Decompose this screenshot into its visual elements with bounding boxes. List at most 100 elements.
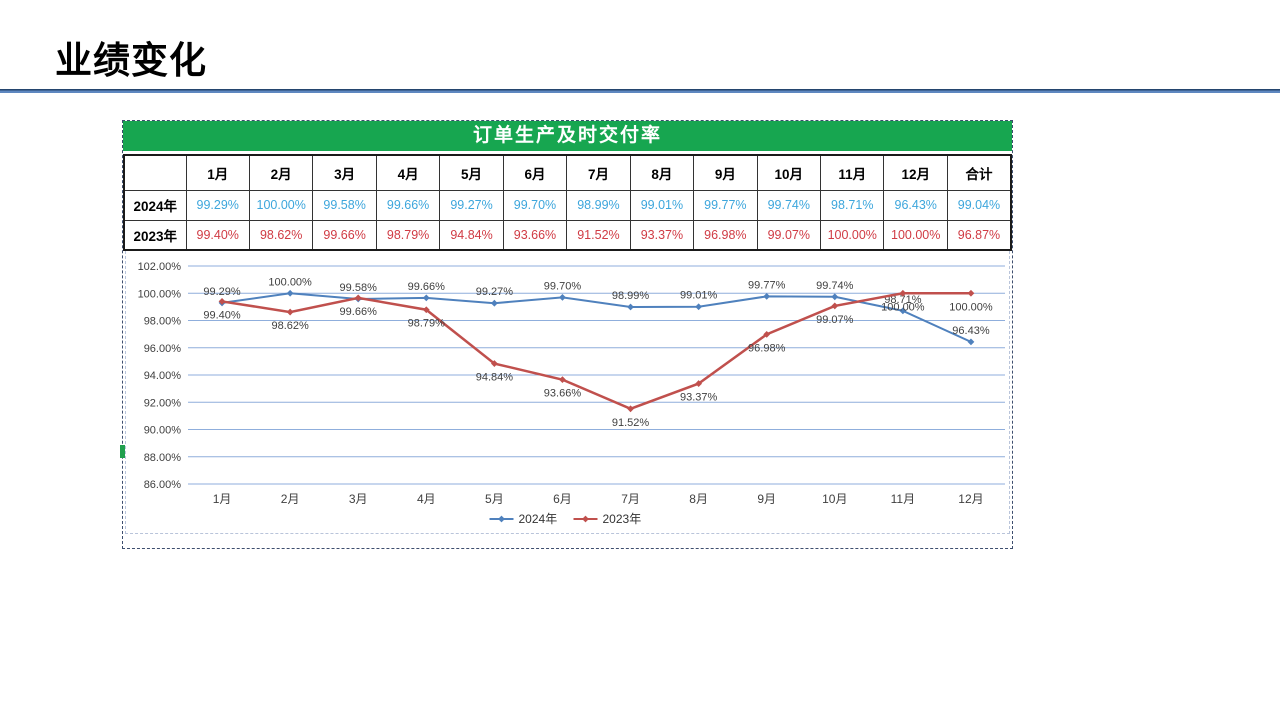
table-cell: 99.29%	[185, 189, 250, 221]
data-point-marker	[490, 360, 498, 367]
row-header: 2024年	[123, 189, 187, 221]
report-panel[interactable]: 订单生产及时交付率 1月 2月 3月 4月 5月 6月 7月 8月 9月 10月 11月 12月 合计 …	[120, 120, 1013, 549]
x-tick-label: 8月	[689, 492, 708, 506]
y-tick-label: 94.00%	[144, 370, 182, 382]
data-point-marker	[695, 380, 703, 387]
data-label: 99.40%	[203, 309, 241, 321]
data-point-marker	[354, 294, 362, 302]
data-label: 98.99%	[612, 290, 650, 302]
column-header: 10月	[756, 154, 822, 191]
data-point-marker	[559, 293, 566, 301]
gridlines	[188, 265, 1005, 485]
chart-container: 86.00% 88.00% 90.00% 92.00% 94.00% 96.00% 98.0…	[125, 251, 1010, 534]
table-cell: 93.37%	[629, 219, 695, 251]
data-point-marker	[695, 303, 703, 311]
column-header: 7月	[566, 154, 631, 191]
column-header: 3月	[312, 154, 377, 191]
data-point-marker	[422, 306, 430, 314]
table-cell: 94.84%	[439, 219, 504, 251]
table-cell: 98.79%	[375, 219, 441, 251]
x-tick-label: 4月	[417, 492, 436, 506]
column-header: 11月	[820, 154, 885, 191]
data-label: 99.01%	[680, 290, 718, 302]
column-header: 合计	[946, 154, 1012, 191]
table-cell: 99.66%	[312, 219, 377, 251]
data-label: 94.84%	[476, 372, 514, 384]
table-cell: 96.43%	[883, 189, 948, 221]
corner-cell	[123, 154, 187, 191]
data-label: 99.74%	[816, 280, 854, 292]
data-label: 96.98%	[748, 342, 786, 354]
data-point-marker	[763, 292, 771, 300]
data-point-marker	[899, 307, 907, 315]
table-cell: 100.00%	[248, 189, 314, 221]
x-tick-label: 5月	[485, 492, 504, 506]
data-label: 98.62%	[271, 320, 309, 332]
data-point-marker	[627, 303, 634, 311]
title-underline	[0, 89, 1280, 93]
data-point-marker	[967, 289, 975, 297]
column-header: 2月	[248, 154, 314, 191]
data-point-marker	[490, 299, 498, 307]
x-axis-labels: 1月 2月 3月 4月 5月 6月 7月 8月 9月 10月 11月 12月	[213, 492, 984, 506]
y-tick-label: 100.00%	[138, 288, 182, 300]
data-label: 99.77%	[748, 279, 786, 291]
y-axis-labels: 86.00% 88.00% 90.00% 92.00% 94.00% 96.00% 98.0…	[138, 261, 182, 491]
table-cell: 96.98%	[693, 219, 758, 251]
data-point-marker	[831, 293, 839, 301]
x-tick-label: 10月	[822, 492, 847, 506]
data-point-marker	[831, 302, 839, 310]
column-header: 9月	[693, 154, 758, 191]
data-label: 98.71%	[884, 294, 922, 306]
y-tick-label: 96.00%	[144, 343, 182, 355]
data-label: 93.66%	[544, 388, 582, 400]
data-label: 99.66%	[408, 281, 446, 293]
table-header-row: 1月 2月 3月 4月 5月 6月 7月 8月 9月 10月 11月 12月 合计	[123, 154, 1012, 191]
x-tick-label: 1月	[213, 492, 232, 506]
series-2023年: 99.40% 98.62% 99.66% 98.79% 94.84% 93.66% 91.5…	[203, 289, 993, 429]
data-point-marker	[422, 294, 430, 302]
column-header: 5月	[439, 154, 504, 191]
chart-legend: 2024年 2023年	[489, 512, 642, 526]
x-tick-label: 2月	[281, 492, 300, 506]
table-cell: 98.62%	[248, 219, 314, 251]
data-point-marker	[967, 338, 975, 346]
data-label: 100.00%	[949, 301, 993, 313]
table-cell: 99.58%	[312, 189, 377, 221]
data-label: 100.00%	[268, 276, 312, 288]
table-title: 订单生产及时交付率	[123, 121, 1012, 151]
delivery-table: 1月 2月 3月 4月 5月 6月 7月 8月 9月 10月 11月 12月 合计 2024年 99.29…	[123, 154, 1012, 251]
table-cell: 99.04%	[946, 189, 1012, 221]
data-point-marker	[286, 289, 294, 297]
y-tick-label: 98.00%	[144, 316, 182, 328]
table-cell: 100.00%	[883, 219, 948, 251]
table-cell: 99.74%	[756, 189, 822, 221]
table-cell: 99.66%	[375, 189, 441, 221]
table-cell: 91.52%	[566, 219, 631, 251]
x-tick-label: 9月	[757, 492, 776, 506]
y-tick-label: 90.00%	[144, 425, 182, 437]
table-cell: 99.77%	[693, 189, 758, 221]
y-tick-label: 86.00%	[144, 479, 182, 491]
page-title: 业绩变化	[55, 40, 207, 81]
legend-label: 2023年	[603, 512, 642, 526]
column-header: 8月	[629, 154, 695, 191]
legend-marker-icon	[498, 515, 505, 523]
table-cell: 98.99%	[566, 189, 631, 221]
x-tick-label: 3月	[349, 492, 368, 506]
x-tick-label: 7月	[621, 492, 640, 506]
y-tick-label: 102.00%	[138, 261, 182, 273]
table-row: 2024年 99.29% 100.00% 99.58% 99.66% 99.27% 99.7…	[123, 189, 1012, 221]
data-point-marker	[559, 376, 566, 384]
table-cell: 100.00%	[820, 219, 885, 251]
table-cell: 99.01%	[629, 189, 695, 221]
legend-item-2024年: 2024年	[489, 512, 557, 526]
table-body: 2024年 99.29% 100.00% 99.58% 99.66% 99.27% 99.7…	[123, 189, 1012, 251]
data-point-marker	[763, 330, 771, 338]
table-row: 2023年 99.40% 98.62% 99.66% 98.79% 94.84% 93.66…	[123, 219, 1012, 251]
data-point-marker	[627, 405, 634, 413]
data-label: 99.27%	[476, 286, 514, 298]
table-cell: 99.27%	[439, 189, 504, 221]
y-tick-label: 92.00%	[144, 397, 182, 409]
x-tick-label: 11月	[891, 492, 915, 506]
